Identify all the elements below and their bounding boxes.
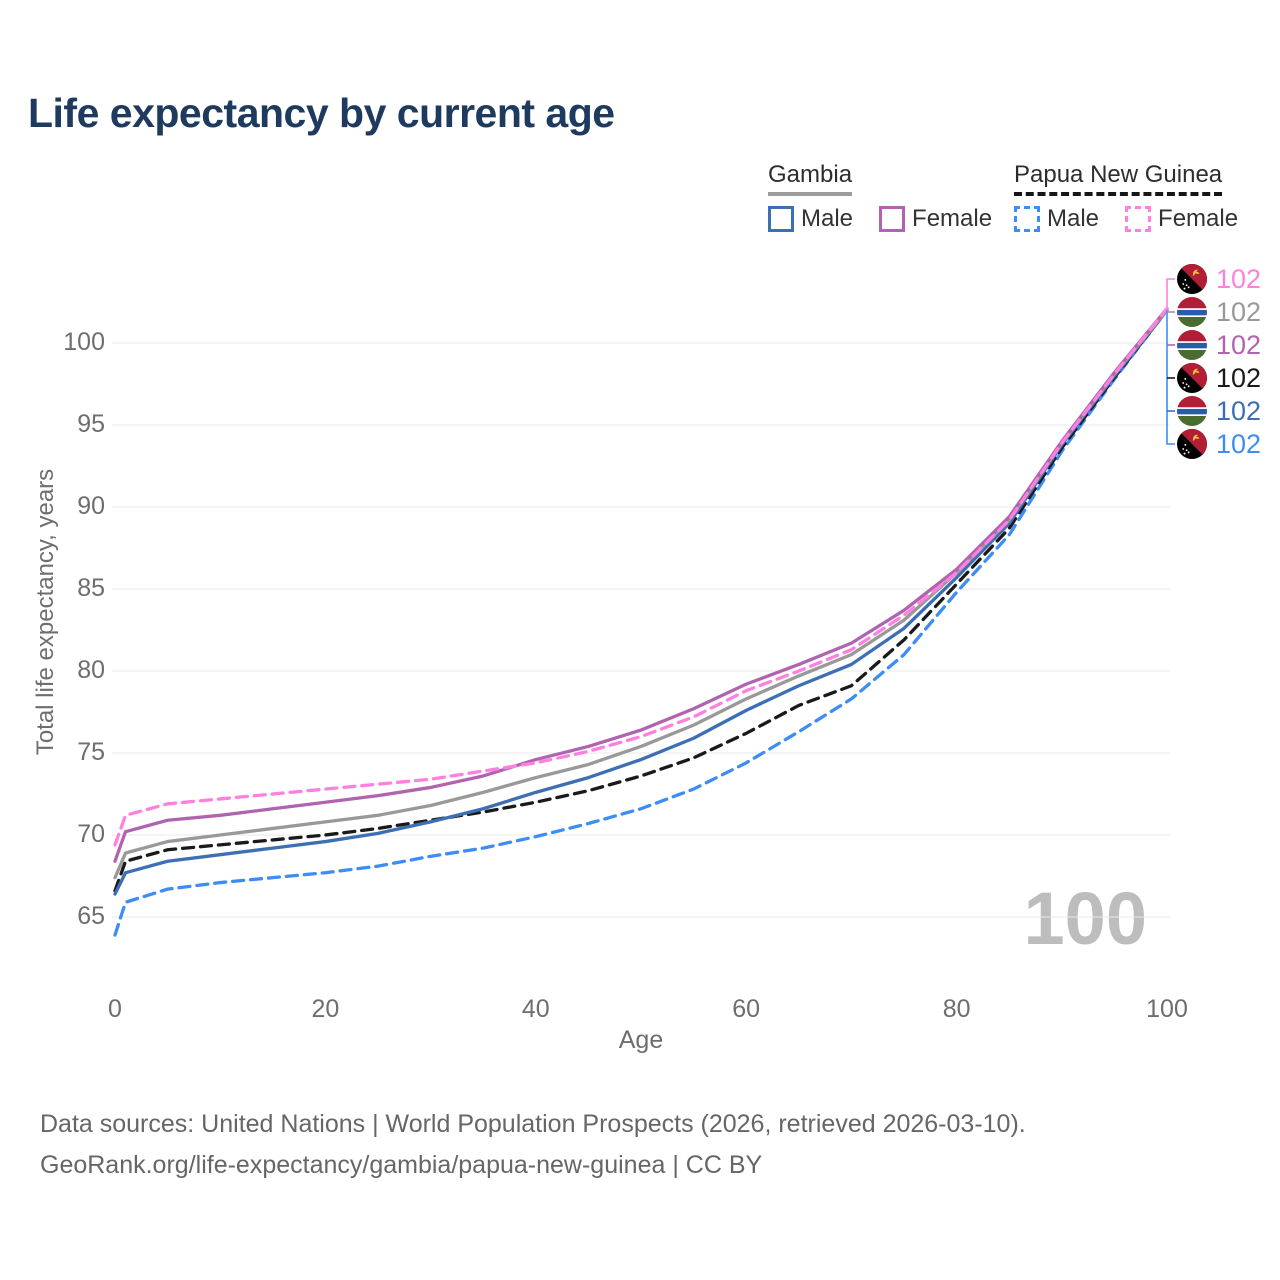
series-line-gambia_both [113,308,1169,880]
x-tick-label: 40 [521,995,550,1023]
papua-new-guinea-flag-icon [1177,429,1207,459]
footer-attribution: GeoRank.org/life-expectancy/gambia/papua… [40,1151,763,1179]
x-tick-label: 80 [942,995,971,1023]
series-line-gambia_female [113,306,1169,863]
legend-item-gambia-female[interactable]: Female [879,205,992,233]
end-value: 102 [1216,396,1262,426]
legend-item-gambia-male[interactable]: Male [768,205,853,233]
legend-item-label: Female [912,204,993,232]
legend-group-gambia: Gambia Male Female [768,161,992,233]
legend-item-label: Male [1047,204,1100,232]
end-label-gambia_female: 102 [1177,330,1261,360]
gambia-female-swatch-icon [879,205,906,232]
page-title: Life expectancy by current age [28,90,615,136]
end-label-gambia_male: 102 [1177,396,1261,426]
end-label-gambia_both: 102 [1177,297,1261,327]
end-value: 102 [1216,330,1262,360]
series-line-png_both [113,308,1169,893]
legend-item-label: Female [1158,204,1239,232]
x-tick-label: 100 [1146,995,1188,1023]
y-tick-label: 65 [77,902,105,930]
x-axis-title: Age [618,1026,664,1054]
legend-item-png-male[interactable]: Male [1014,205,1099,233]
legend-group-papua-new-guinea: Papua New Guinea Male Female [1014,161,1238,233]
y-tick-label: 70 [77,820,105,848]
footer: Data sources: United Nations | World Pop… [40,1104,1026,1186]
papua-new-guinea-flag-icon [1177,264,1207,294]
gambia-flag-icon [1177,297,1207,327]
age-watermark: 100 [1023,877,1147,960]
legend-item-label: Male [801,204,854,232]
end-label-png_both: 102 [1177,363,1261,393]
leader-line-top [1166,278,1175,311]
y-tick-label: 75 [77,738,105,766]
png-male-swatch-icon [1014,205,1040,232]
end-label-png_male: 102 [1177,429,1261,459]
end-value: 102 [1216,363,1262,393]
end-value: 102 [1216,297,1262,327]
legend-item-png-female[interactable]: Female [1125,205,1238,233]
gambia-flag-icon [1177,330,1207,360]
y-tick-label: 85 [77,574,105,602]
y-tick-label: 90 [77,492,105,520]
x-tick-label: 20 [311,995,340,1023]
end-value: 102 [1216,264,1262,294]
gambia-male-swatch-icon [768,205,794,232]
papua-new-guinea-flag-icon [1177,363,1207,393]
leader-line-bottom [1166,310,1175,445]
y-tick-label: 80 [77,656,105,684]
series-line-gambia_male [113,308,1169,896]
end-value: 102 [1216,429,1262,459]
series-line-png_female [113,306,1169,847]
series-line-png_male [113,308,1169,937]
footer-data-sources: Data sources: United Nations | World Pop… [40,1110,1026,1138]
legend-country-papua-new-guinea: Papua New Guinea [1014,161,1223,196]
x-tick-label: 0 [108,995,122,1023]
y-tick-label: 95 [77,410,105,438]
png-female-swatch-icon [1125,205,1152,232]
x-tick-label: 60 [732,995,761,1023]
gambia-flag-icon [1177,396,1207,426]
end-label-png_female: 102 [1177,264,1261,294]
legend-country-gambia: Gambia [768,161,853,196]
y-tick-label: 100 [63,328,105,356]
